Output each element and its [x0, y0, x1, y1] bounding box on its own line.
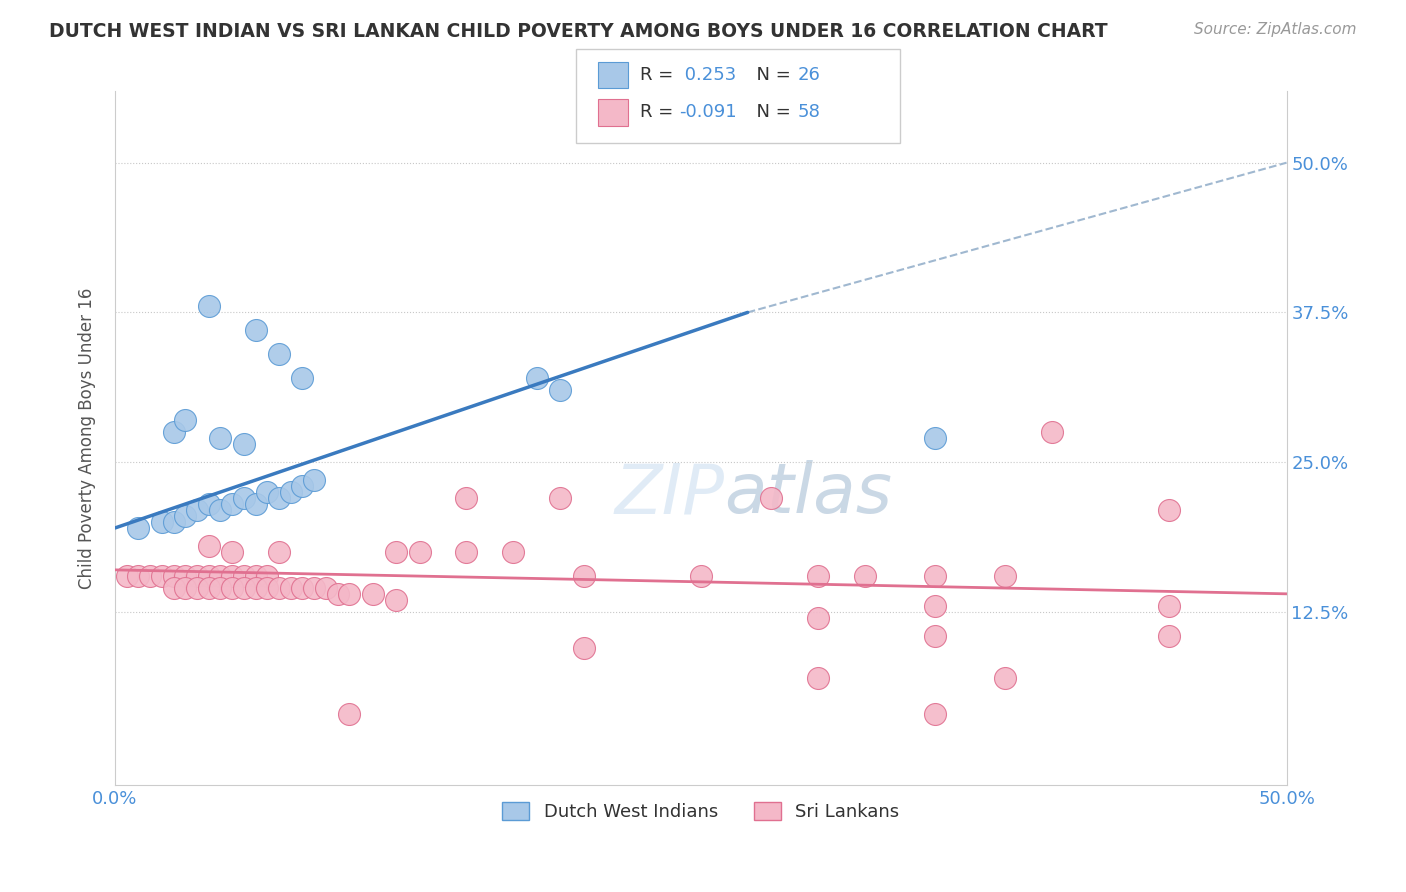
Point — [267, 491, 290, 505]
Point — [689, 569, 711, 583]
Point — [162, 569, 184, 583]
Point — [174, 581, 197, 595]
Point — [245, 323, 267, 337]
Text: R =: R = — [640, 66, 679, 84]
Point — [924, 629, 946, 643]
Point — [209, 431, 232, 445]
Point — [245, 497, 267, 511]
Point — [853, 569, 876, 583]
Point — [924, 569, 946, 583]
Point — [256, 581, 278, 595]
Point — [337, 587, 360, 601]
Point — [115, 569, 138, 583]
Point — [221, 569, 243, 583]
Text: 58: 58 — [797, 103, 820, 121]
Point — [924, 431, 946, 445]
Point — [385, 545, 408, 559]
Point — [221, 581, 243, 595]
Point — [232, 437, 254, 451]
Point — [256, 485, 278, 500]
Point — [174, 413, 197, 427]
Point — [256, 569, 278, 583]
Point — [807, 611, 830, 625]
Point — [408, 545, 430, 559]
Point — [174, 569, 197, 583]
Point — [197, 581, 219, 595]
Point — [280, 581, 302, 595]
Point — [186, 581, 208, 595]
Point — [209, 581, 232, 595]
Point — [127, 521, 149, 535]
Point — [807, 671, 830, 685]
Point — [548, 491, 571, 505]
Point — [221, 497, 243, 511]
Text: DUTCH WEST INDIAN VS SRI LANKAN CHILD POVERTY AMONG BOYS UNDER 16 CORRELATION CH: DUTCH WEST INDIAN VS SRI LANKAN CHILD PO… — [49, 22, 1108, 41]
Text: N =: N = — [745, 66, 797, 84]
Y-axis label: Child Poverty Among Boys Under 16: Child Poverty Among Boys Under 16 — [79, 287, 96, 589]
Point — [245, 569, 267, 583]
Point — [221, 545, 243, 559]
Point — [197, 299, 219, 313]
Point — [245, 581, 267, 595]
Text: 26: 26 — [797, 66, 820, 84]
Text: Source: ZipAtlas.com: Source: ZipAtlas.com — [1194, 22, 1357, 37]
Point — [232, 569, 254, 583]
Point — [807, 569, 830, 583]
Point — [326, 587, 349, 601]
Text: R =: R = — [640, 103, 679, 121]
Point — [315, 581, 337, 595]
Point — [197, 569, 219, 583]
Point — [548, 383, 571, 397]
Point — [924, 599, 946, 613]
Point — [361, 587, 384, 601]
Point — [302, 473, 325, 487]
Point — [197, 539, 219, 553]
Point — [456, 491, 478, 505]
Point — [759, 491, 782, 505]
Point — [162, 581, 184, 595]
Point — [1159, 599, 1181, 613]
Point — [456, 545, 478, 559]
Point — [209, 503, 232, 517]
Point — [291, 371, 314, 385]
Point — [280, 485, 302, 500]
Text: N =: N = — [745, 103, 797, 121]
Point — [162, 515, 184, 529]
Point — [291, 479, 314, 493]
Point — [572, 640, 595, 655]
Text: atlas: atlas — [724, 460, 893, 527]
Point — [1159, 503, 1181, 517]
Point — [1159, 629, 1181, 643]
Point — [232, 581, 254, 595]
Point — [150, 515, 173, 529]
Text: -0.091: -0.091 — [679, 103, 737, 121]
Point — [139, 569, 162, 583]
Point — [127, 569, 149, 583]
Point — [267, 347, 290, 361]
Point — [174, 508, 197, 523]
Point — [994, 671, 1017, 685]
Point — [572, 569, 595, 583]
Point — [924, 706, 946, 721]
Point — [994, 569, 1017, 583]
Point — [385, 592, 408, 607]
Point — [186, 569, 208, 583]
Point — [209, 569, 232, 583]
Point — [150, 569, 173, 583]
Text: 0.253: 0.253 — [679, 66, 737, 84]
Point — [1040, 425, 1063, 439]
Point — [186, 503, 208, 517]
Point — [337, 706, 360, 721]
Point — [197, 497, 219, 511]
Legend: Dutch West Indians, Sri Lankans: Dutch West Indians, Sri Lankans — [495, 795, 907, 829]
Point — [267, 581, 290, 595]
Text: ZIP: ZIP — [614, 460, 724, 527]
Point — [232, 491, 254, 505]
Point — [162, 425, 184, 439]
Point — [502, 545, 524, 559]
Point — [291, 581, 314, 595]
Point — [526, 371, 548, 385]
Point — [267, 545, 290, 559]
Point — [302, 581, 325, 595]
